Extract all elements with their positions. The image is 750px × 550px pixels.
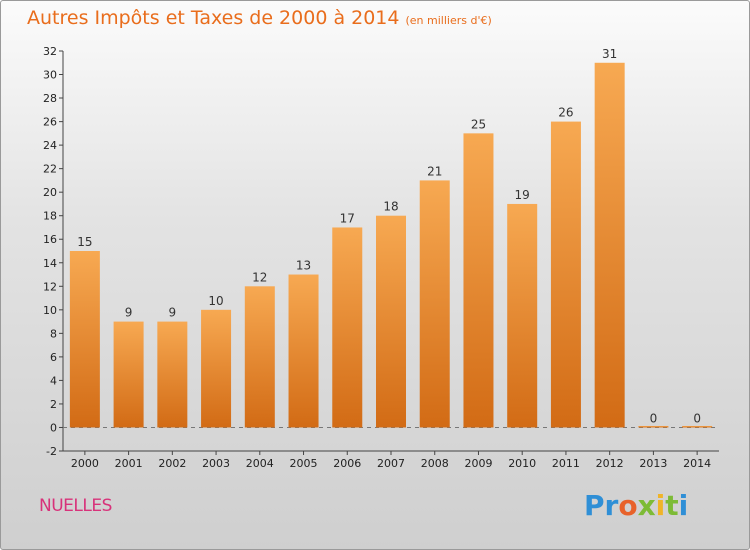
y-tick-label: 14	[43, 257, 57, 270]
y-tick-label: 0	[50, 421, 57, 434]
y-tick-label: 26	[43, 116, 57, 129]
data-label: 26	[558, 106, 573, 120]
bar	[550, 121, 581, 428]
data-label: 25	[471, 117, 486, 131]
bar	[594, 62, 625, 428]
data-label: 0	[650, 411, 658, 425]
y-tick-label: 10	[43, 304, 57, 317]
y-tick-label: 28	[43, 92, 57, 105]
bar	[244, 286, 275, 428]
x-tick-label: 2014	[683, 457, 711, 470]
bar	[201, 309, 232, 428]
chart-title: Autres Impôts et Taxes de 2000 à 2014 (en…	[27, 7, 492, 29]
bar	[376, 215, 406, 428]
data-label: 13	[296, 259, 311, 273]
y-tick-label: 4	[50, 374, 57, 387]
chart-subtitle: (en milliers d'€)	[405, 14, 492, 27]
x-tick-label: 2008	[421, 457, 449, 470]
x-tick-label: 2000	[71, 457, 99, 470]
data-label: 9	[169, 306, 177, 320]
bar	[507, 203, 538, 428]
y-tick-label: -2	[46, 445, 57, 458]
data-label: 15	[77, 235, 92, 249]
data-label: 19	[515, 188, 530, 202]
data-label: 9	[125, 306, 133, 320]
data-label: 0	[693, 411, 701, 425]
data-label: 17	[340, 211, 355, 225]
y-tick-label: 18	[43, 210, 57, 223]
x-tick-label: 2010	[508, 457, 536, 470]
x-tick-label: 2004	[246, 457, 274, 470]
x-tick-label: 2009	[464, 457, 492, 470]
y-tick-label: 32	[43, 45, 57, 58]
commune-name: NUELLES	[39, 496, 112, 516]
y-tick-label: 20	[43, 186, 57, 199]
data-label: 31	[602, 47, 617, 61]
bar	[638, 425, 669, 428]
bar	[332, 227, 363, 428]
data-label: 12	[252, 270, 267, 284]
bar	[69, 251, 100, 428]
x-tick-label: 2012	[596, 457, 624, 470]
data-label: 10	[208, 294, 223, 308]
data-label: 18	[383, 200, 398, 214]
y-tick-label: 30	[43, 69, 57, 82]
x-tick-label: 2002	[158, 457, 186, 470]
y-tick-label: 24	[43, 139, 57, 152]
x-tick-label: 2001	[115, 457, 143, 470]
x-tick-label: 2011	[552, 457, 580, 470]
x-tick-label: 2003	[202, 457, 230, 470]
x-tick-label: 2007	[377, 457, 405, 470]
proxiti-logo: Proxiti	[584, 489, 689, 522]
x-tick-label: 2006	[333, 457, 361, 470]
y-tick-label: 12	[43, 280, 57, 293]
y-tick-label: 6	[50, 351, 57, 364]
y-tick-label: 22	[43, 163, 57, 176]
bar	[113, 321, 144, 428]
bar	[157, 321, 188, 428]
bar	[682, 425, 713, 428]
data-label: 21	[427, 164, 442, 178]
x-tick-label: 2013	[639, 457, 667, 470]
y-tick-label: 16	[43, 233, 57, 246]
bar	[419, 180, 450, 428]
title-text: Autres Impôts et Taxes de 2000 à 2014	[27, 7, 400, 29]
x-tick-label: 2005	[290, 457, 318, 470]
y-tick-label: 8	[50, 327, 57, 340]
bar	[288, 274, 319, 428]
bar	[463, 133, 494, 428]
y-tick-label: 2	[50, 398, 57, 411]
